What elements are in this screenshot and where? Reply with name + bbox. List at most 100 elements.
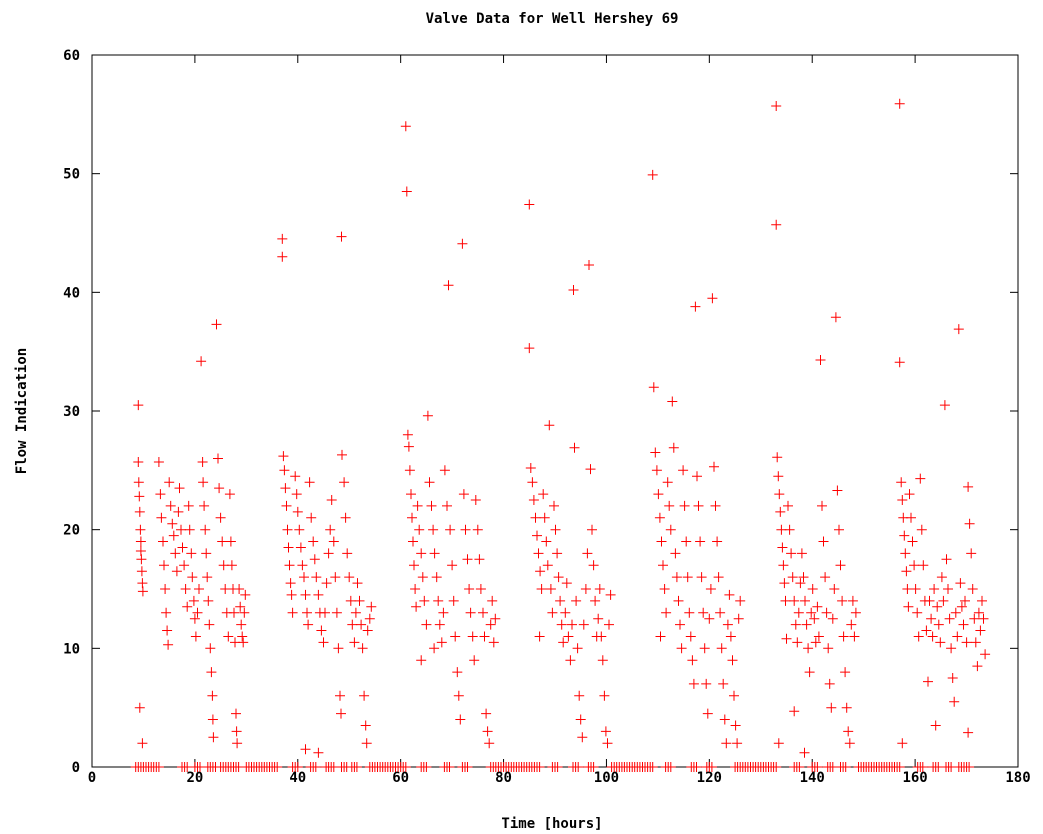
data-point (956, 601, 967, 612)
data-point (571, 595, 582, 606)
data-point (549, 500, 559, 511)
data-point (223, 631, 234, 642)
data-point (340, 512, 351, 523)
data-point (277, 233, 288, 244)
data-point (789, 706, 800, 717)
data-point (302, 607, 312, 618)
data-point (964, 762, 975, 772)
data-point (434, 619, 445, 630)
data-point (715, 607, 726, 618)
data-point (429, 643, 440, 654)
data-point (299, 572, 309, 583)
data-point (170, 548, 181, 559)
x-tick-label: 140 (800, 770, 825, 786)
y-tick-label: 40 (63, 285, 80, 301)
data-point (318, 637, 329, 648)
data-point (544, 420, 555, 431)
data-point (813, 631, 824, 642)
data-point (803, 643, 814, 654)
data-point (467, 631, 478, 642)
data-point (325, 524, 336, 535)
data-point (964, 518, 975, 529)
data-point (900, 548, 911, 559)
data-point (211, 319, 222, 330)
data-point (705, 584, 716, 594)
data-point (978, 613, 989, 624)
data-point (272, 762, 283, 772)
x-tick-label: 80 (495, 770, 512, 786)
data-point (560, 607, 571, 618)
x-tick-label: 180 (1005, 770, 1030, 786)
data-point (174, 483, 185, 494)
data-point (724, 589, 735, 600)
data-point (823, 643, 834, 654)
data-point (134, 506, 145, 517)
data-point (291, 489, 302, 500)
data-point (897, 495, 908, 505)
y-tick-label: 10 (63, 641, 80, 657)
data-point (943, 584, 953, 594)
data-point (960, 595, 970, 606)
data-point (189, 613, 200, 624)
data-point (903, 601, 914, 612)
data-point (364, 613, 375, 624)
data-point (834, 524, 844, 535)
data-point (443, 280, 454, 291)
data-point (226, 560, 237, 571)
data-point (933, 619, 944, 630)
data-point (573, 762, 584, 772)
data-point (725, 631, 736, 642)
data-point (944, 613, 955, 624)
data-point (706, 762, 717, 772)
y-tick-label: 0 (72, 760, 80, 776)
data-point (352, 578, 363, 589)
data-point (812, 762, 823, 772)
data-point (687, 655, 698, 666)
data-point (313, 589, 324, 600)
data-point (722, 619, 733, 630)
data-point (574, 690, 585, 701)
data-point (552, 762, 563, 772)
data-point (283, 542, 294, 553)
data-point (309, 554, 320, 565)
data-point (664, 500, 675, 511)
x-tick-label: 120 (697, 770, 722, 786)
data-point (190, 631, 201, 642)
data-point (582, 548, 593, 559)
data-point (235, 601, 246, 612)
data-point (563, 631, 574, 642)
data-point (406, 489, 416, 500)
data-point (455, 714, 466, 725)
data-point (481, 708, 492, 719)
data-point (659, 584, 670, 594)
data-point (938, 595, 949, 606)
data-point (795, 578, 806, 589)
data-point (345, 595, 356, 606)
data-point (936, 572, 947, 583)
data-point (133, 457, 144, 467)
data-point (773, 471, 784, 482)
data-point (946, 643, 957, 654)
data-point (422, 410, 433, 421)
data-point (704, 613, 715, 624)
data-point (294, 524, 305, 535)
data-point (588, 762, 599, 772)
data-point (183, 500, 194, 511)
data-point (732, 738, 743, 749)
data-point (712, 536, 723, 547)
data-point (850, 607, 861, 618)
data-point (460, 524, 471, 535)
data-point (799, 747, 810, 758)
data-point (771, 101, 782, 111)
data-point (709, 461, 719, 472)
data-point (906, 512, 916, 523)
data-point (450, 631, 461, 642)
data-point (409, 560, 419, 571)
data-point (335, 690, 345, 701)
data-point (134, 702, 145, 713)
data-point (820, 572, 831, 583)
data-point (682, 572, 693, 583)
data-point (569, 442, 580, 453)
x-tick-label: 60 (392, 770, 409, 786)
data-point (285, 578, 296, 589)
